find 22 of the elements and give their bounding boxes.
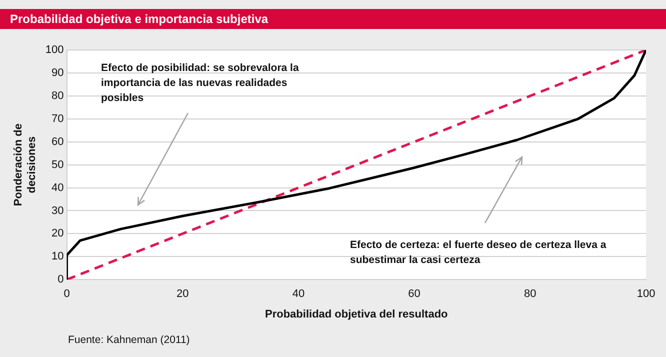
y-tick-label: 90	[52, 66, 64, 79]
x-tick-label: 80	[524, 288, 536, 300]
x-axis-title: Probabilidad objetiva del resultado	[264, 308, 448, 320]
x-tick-label: 60	[408, 288, 420, 300]
annotation: Efecto de posibilidad: se sobrevalora la importancia de las nuevas realidades posibles	[101, 61, 300, 106]
y-tick-label: 60	[52, 136, 64, 148]
y-tick-label: 100	[45, 44, 64, 56]
x-tick-label: 40	[292, 288, 305, 300]
annotation: Efecto de certeza: el fuerte deseo de certeza lleva a subestimar la casi certeza	[350, 238, 608, 268]
y-tick-label: 50	[52, 158, 64, 171]
y-tick-label: 30	[52, 204, 64, 217]
x-tick-label: 100	[636, 288, 656, 300]
chart-title: Probabilidad objetiva e importancia subjetiva	[0, 9, 666, 29]
x-tick-label: 20	[176, 288, 189, 300]
y-tick-label: 10	[52, 250, 64, 263]
source-note: Fuente: Kahneman (2011)	[68, 333, 191, 348]
y-tick-label: 20	[52, 228, 64, 240]
y-tick-label: 40	[52, 182, 64, 194]
y-tick-label: 80	[52, 90, 64, 102]
y-tick-label: 70	[52, 112, 64, 125]
y-tick-label: 0	[58, 274, 64, 286]
y-axis-title: Ponderación de decisiones	[12, 124, 38, 206]
